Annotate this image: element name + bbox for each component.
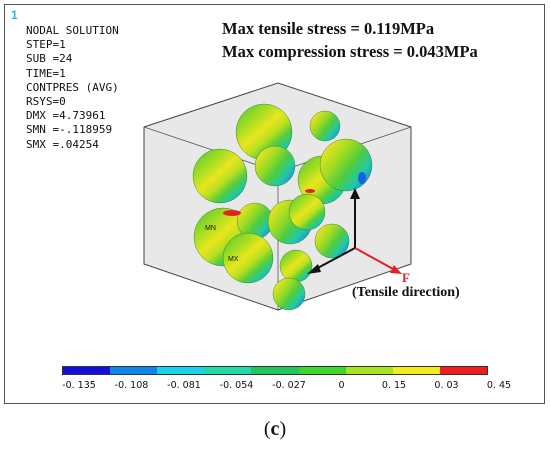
legend-swatch [439,367,487,374]
particle [279,249,313,283]
max-compression-stress: Max compression stress = 0.043MPa [222,42,478,61]
legend-tick-label: -0. 027 [272,380,306,391]
info-line: RSYS=0 [26,95,66,109]
window-number: 1 [11,8,18,22]
particle [192,148,248,204]
force-direction: (Tensile direction) [352,285,460,300]
particle [272,277,306,311]
contact-zone [358,172,366,184]
min-marker: MN [205,225,216,232]
legend-tick-label: -0. 108 [114,380,149,391]
legend-swatch [298,367,346,374]
diagonal-arrowhead [307,264,321,274]
particle [222,232,274,284]
vertical-arrowhead [350,188,360,199]
legend-tick-label: 0 [338,380,345,391]
info-line: SMN =-.118959 [26,123,113,137]
particle [314,223,350,259]
legend-tick-label: 0. 45 [486,380,512,391]
force-arrow [354,247,396,271]
particle [319,138,373,192]
legend-swatch [204,367,252,374]
legend-swatch [63,367,111,374]
info-line: DMX =4.73961 [26,109,106,123]
particle [309,110,341,142]
diagonal-arrow [313,247,356,271]
force-arrowhead [390,265,402,274]
particle [288,193,326,231]
info-line: CONTPRES (AVG) [26,80,119,94]
legend-tick-label: 0. 03 [434,380,459,391]
legend-swatch [110,367,158,374]
info-line: SMX =.04254 [26,137,99,151]
particles [192,103,373,311]
solution-info: NODAL SOLUTION STEP=1 SUB =24 TIME=1 CON… [26,24,119,152]
max-tensile-stress: Max tensile stress = 0.119MPa [222,19,435,38]
max-marker: MX [228,256,239,263]
info-line: STEP=1 [26,38,66,52]
legend-swatch [345,367,393,374]
contact-zone [305,189,315,193]
legend-tick-label: -0. 081 [167,380,201,391]
legend-swatch [392,367,440,374]
particle [254,145,296,187]
stress-annotation: Max tensile stress = 0.119MPa Max compre… [222,17,478,63]
info-line: SUB =24 [26,52,73,66]
legend-swatch [157,367,205,374]
legend-swatch [251,367,299,374]
color-legend [62,366,488,375]
legend-tick-label: -0. 135 [62,380,96,391]
direction-arrows [307,188,402,274]
force-label: F [402,270,410,285]
legend-tick-label: 0. 15 [381,380,407,391]
color-legend-ticks: -0. 135 -0. 108 -0. 081 -0. 054 -0. 027 0 0. 1… [43,380,513,394]
info-line: NODAL SOLUTION [26,24,119,37]
figure-caption: (c) [263,418,287,440]
info-line: TIME=1 [26,66,66,80]
caption-letter: c [270,418,280,440]
contact-zone [223,210,241,216]
legend-tick-label: -0. 054 [219,380,254,391]
